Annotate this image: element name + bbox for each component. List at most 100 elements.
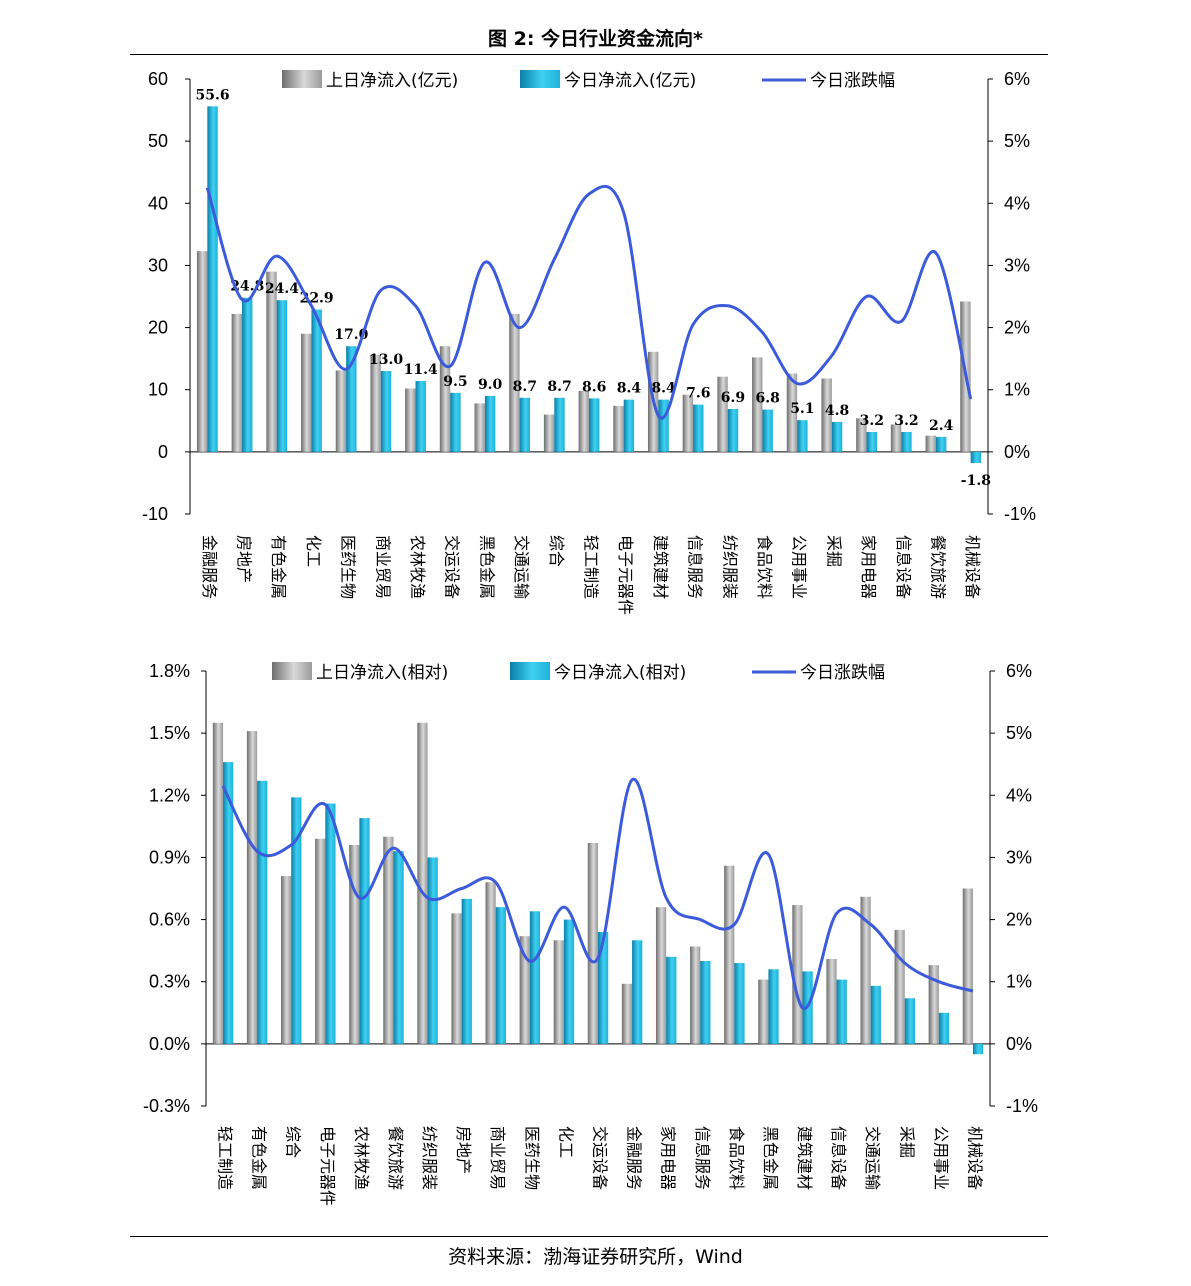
bar-today	[450, 392, 461, 452]
y-tick-label: 1.2%	[149, 785, 190, 805]
y-tick-label: -0.3%	[143, 1096, 190, 1116]
bar-today	[836, 979, 847, 1044]
bar-today	[700, 961, 711, 1044]
data-label: 6.8	[756, 391, 780, 407]
y2-tick-label: 6%	[1006, 661, 1032, 681]
category-label: 农林牧渔	[408, 535, 427, 599]
y2-tick-label: 1%	[1004, 380, 1030, 400]
legend-swatch-prev	[282, 70, 322, 88]
bar-prev-day	[860, 896, 871, 1044]
y2-tick-label: -1%	[1004, 504, 1036, 524]
category-label: 建筑建材	[795, 1126, 814, 1190]
bar-today	[972, 1043, 984, 1055]
data-label: 9.5	[443, 374, 467, 390]
source-note: 资料来源：渤海证券研究所，Wind	[448, 1246, 743, 1268]
legend-label-today: 今日净流入(相对)	[554, 663, 686, 683]
legend-label-prev: 上日净流入(亿元)	[326, 71, 458, 91]
bar-prev-day	[925, 435, 936, 452]
y2-tick-label: 5%	[1006, 723, 1032, 743]
bar-today	[484, 395, 496, 452]
bar-today	[970, 451, 982, 464]
y2-tick-label: 2%	[1004, 318, 1030, 338]
bar-today	[529, 911, 541, 1044]
bar-prev-day	[752, 357, 763, 452]
legend-swatch-today	[520, 70, 560, 88]
bar-today	[311, 309, 322, 452]
y2-tick-label: 0%	[1004, 442, 1030, 462]
category-label: 餐饮旅游	[928, 535, 947, 599]
bar-prev-day	[315, 838, 326, 1044]
bar-today	[870, 985, 881, 1044]
category-label: 房地产	[235, 535, 254, 583]
bar-prev-day	[856, 418, 867, 452]
line-today-change	[221, 777, 974, 1010]
bar-today	[276, 300, 288, 452]
category-label: 采掘	[824, 535, 843, 567]
bar-today	[427, 857, 438, 1044]
y2-tick-label: -1%	[1006, 1096, 1038, 1116]
y-tick-label: 0.6%	[149, 910, 190, 930]
bar-today	[291, 797, 302, 1044]
y-tick-label: 0.9%	[149, 847, 190, 867]
bar-today	[415, 381, 426, 452]
bar-today	[632, 940, 643, 1044]
category-label: 医药生物	[522, 1126, 541, 1190]
bar-today	[242, 297, 253, 452]
bar-today	[866, 431, 877, 452]
bar-today	[693, 404, 704, 452]
data-label: 5.1	[790, 401, 814, 417]
category-label: 机械设备	[965, 1126, 984, 1190]
y-tick-label: 20	[148, 318, 168, 338]
bar-prev-day	[826, 958, 837, 1044]
category-label: 信息服务	[686, 535, 705, 599]
category-label: 金融服务	[625, 1126, 644, 1190]
category-label: 采掘	[897, 1126, 916, 1158]
legend: 上日净流入(相对) 今日净流入(相对) 今日涨跌幅	[272, 662, 885, 683]
y-tick-label: 30	[148, 255, 168, 275]
bar-today	[901, 431, 912, 452]
bar-today	[325, 803, 336, 1044]
category-label: 家用电器	[659, 1126, 678, 1190]
bar-prev-day	[383, 836, 394, 1044]
data-label: 8.7	[547, 379, 571, 395]
category-label: 交通运输	[512, 535, 531, 599]
bar-prev-day	[587, 842, 598, 1044]
bar-prev-day	[962, 888, 973, 1044]
bar-prev-day	[246, 731, 258, 1044]
data-label: -1.8	[961, 473, 991, 489]
data-label: 8.4	[617, 381, 642, 397]
category-label: 餐饮旅游	[386, 1126, 405, 1190]
bar-prev-day	[417, 722, 428, 1044]
bar-prev-day	[821, 378, 832, 452]
bar-today	[658, 399, 669, 452]
category-label: 综合	[547, 535, 566, 567]
y2-tick-label: 0%	[1006, 1034, 1032, 1054]
bottom-rule	[130, 1236, 1048, 1237]
bar-today	[554, 397, 565, 452]
y2-tick-label: 2%	[1006, 910, 1032, 930]
bar-today	[563, 919, 575, 1044]
bar-prev-day	[758, 979, 769, 1044]
category-label: 轻工制造	[216, 1126, 235, 1190]
bar-today	[223, 762, 234, 1044]
bar-prev-day	[349, 845, 360, 1044]
category-label: 机械设备	[963, 535, 982, 599]
bar-today	[935, 436, 947, 452]
bar-prev-day	[231, 313, 243, 452]
legend: 上日净流入(亿元) 今日净流入(亿元) 今日涨跌幅	[282, 70, 895, 91]
data-label: 24.4	[265, 281, 299, 297]
y-tick-label: 0.3%	[149, 972, 190, 992]
bar-today	[495, 907, 506, 1044]
y-tick-label: -10	[142, 504, 168, 524]
bar-today	[359, 818, 370, 1044]
bar-today	[346, 346, 357, 452]
category-label: 交运设备	[443, 535, 462, 599]
bar-prev-day	[928, 965, 939, 1044]
category-label: 纺织服装	[720, 535, 739, 599]
y2-tick-label: 6%	[1004, 69, 1030, 89]
bar-today	[257, 780, 268, 1044]
category-label: 交运设备	[591, 1126, 610, 1190]
bar-prev-day	[690, 946, 701, 1044]
y2-tick-label: 3%	[1006, 847, 1032, 867]
